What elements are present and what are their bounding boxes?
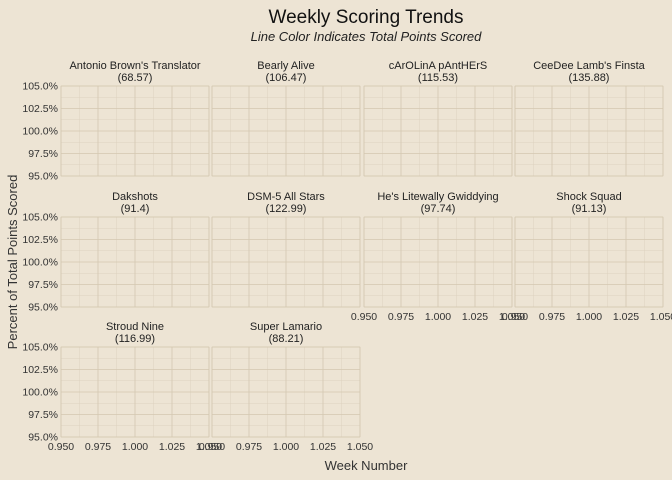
y-tick-label: 100.0% [22, 387, 58, 399]
y-tick-label: 97.5% [28, 148, 58, 160]
y-tick-label: 95.0% [28, 171, 58, 183]
x-axis-title: Week Number [325, 458, 409, 473]
x-tick-label: 0.975 [539, 311, 565, 323]
facet-title: Super Lamario [250, 321, 322, 333]
facet-panel: DSM-5 All Stars(122.99) [211, 191, 361, 308]
facet-total: (122.99) [266, 203, 307, 215]
chart-subtitle: Line Color Indicates Total Points Scored [251, 29, 483, 44]
y-tick-label: 97.5% [28, 279, 58, 291]
facet-title: Dakshots [112, 191, 158, 203]
facet-title: DSM-5 All Stars [247, 191, 325, 203]
x-tick-label: 1.000 [425, 311, 451, 323]
facet-total: (97.74) [421, 203, 456, 215]
facet-title: Shock Squad [556, 191, 621, 203]
x-tick-label: 0.950 [502, 311, 528, 323]
x-tick-label: 1.025 [159, 441, 185, 453]
facet-panel: cArOLinA pAntHErS(115.53) [363, 60, 513, 177]
x-tick-label: 1.050 [196, 441, 222, 453]
facet-title: CeeDee Lamb's Finsta [533, 60, 645, 72]
facet-panel: Dakshots(91.4) 95.0% 97.5% 100.0% 102.5% 105.… [22, 191, 210, 314]
facet-panel: CeeDee Lamb's Finsta(135.88) [514, 60, 664, 177]
facet-panel: Bearly Alive(106.47) [211, 60, 361, 177]
x-tick-label: 0.950 [351, 311, 377, 323]
y-tick-label: 100.0% [22, 257, 58, 269]
x-tick-label: 1.000 [273, 441, 299, 453]
facet-title: He's Litewally Gwiddying [377, 191, 498, 203]
facet-total: (115.53) [418, 72, 458, 84]
facet-panels: Antonio Brown's Translator(68.57) 95.0% 97… [22, 60, 672, 453]
y-tick-label: 95.0% [28, 302, 58, 314]
facet-total: (91.4) [121, 203, 150, 215]
y-tick-label: 102.5% [22, 234, 58, 246]
facet-total: (91.13) [572, 203, 607, 215]
y-tick-label: 97.5% [28, 409, 58, 421]
y-tick-label: 95.0% [28, 432, 58, 444]
x-tick-label: 0.950 [199, 441, 225, 453]
facet-total: (88.21) [269, 333, 304, 345]
x-tick-label: 1.050 [347, 441, 373, 453]
x-tick-label: 1.025 [310, 441, 336, 453]
facet-total: (135.88) [569, 72, 610, 84]
x-tick-label: 1.000 [122, 441, 148, 453]
facet-total: (68.57) [118, 72, 153, 84]
y-axis-title: Percent of Total Points Scored [5, 175, 20, 350]
facet-panel: Stroud Nine(116.99) 95.0% 97.5% 100.0% 102.5… [22, 321, 222, 453]
facet-panel: Antonio Brown's Translator(68.57) 95.0% 97… [22, 60, 210, 183]
y-tick-label: 105.0% [22, 212, 58, 224]
x-tick-label: 0.975 [236, 441, 262, 453]
x-tick-label: 1.050 [499, 311, 525, 323]
facet-panel: Shock Squad(91.13) 0.950 0.975 1.000 1.025 1.… [502, 191, 672, 323]
x-tick-label: 0.975 [388, 311, 414, 323]
facet-title: Bearly Alive [257, 60, 314, 72]
facet-panel: Super Lamario(88.21) 0.950 0.975 1.000 1.025… [199, 321, 373, 453]
facet-total: (116.99) [115, 333, 155, 345]
facet-title: cArOLinA pAntHErS [389, 60, 487, 72]
chart-title: Weekly Scoring Trends [268, 7, 463, 28]
x-tick-label: 1.050 [650, 311, 672, 323]
y-tick-label: 100.0% [22, 126, 58, 138]
facet-title: Antonio Brown's Translator [69, 60, 200, 72]
x-tick-label: 0.950 [48, 441, 74, 453]
y-tick-label: 102.5% [22, 103, 58, 115]
y-tick-label: 105.0% [22, 81, 58, 93]
facet-title: Stroud Nine [106, 321, 164, 333]
facet-total: (106.47) [266, 72, 307, 84]
y-tick-label: 105.0% [22, 342, 58, 354]
x-tick-label: 1.025 [613, 311, 639, 323]
facet-panel: He's Litewally Gwiddying(97.74) 0.950 0.97… [351, 191, 525, 323]
x-tick-label: 0.975 [85, 441, 111, 453]
x-tick-label: 1.000 [576, 311, 602, 323]
x-tick-label: 1.025 [462, 311, 488, 323]
y-tick-label: 102.5% [22, 364, 58, 376]
